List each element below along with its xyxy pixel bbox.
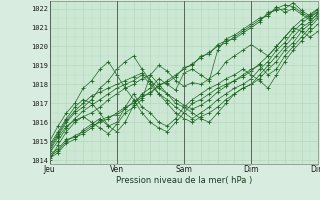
X-axis label: Pression niveau de la mer( hPa ): Pression niveau de la mer( hPa ) [116,176,252,185]
